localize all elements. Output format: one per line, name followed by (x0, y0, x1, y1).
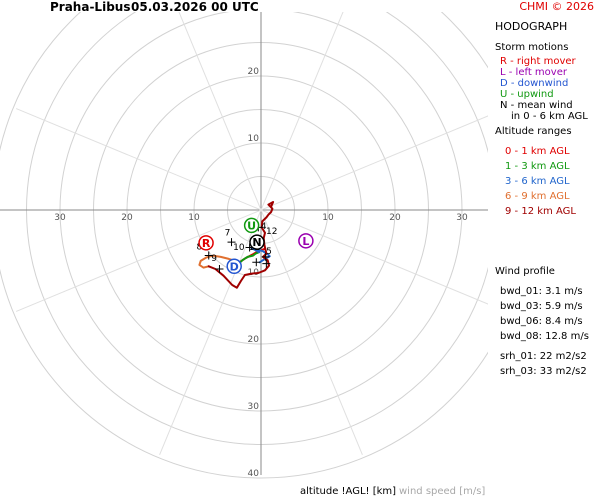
station-name: Praha-Libus (50, 0, 131, 14)
wind-cross (252, 258, 261, 267)
wind-speed-units-label: wind speed [m/s] (399, 486, 486, 497)
legend-upwind: U - upwind (500, 89, 554, 100)
storm-motion-marker (198, 235, 214, 251)
y-tick-label: 20 (248, 67, 260, 77)
bwd-06-value: bwd_06: 8.4 m/s (500, 316, 583, 327)
altitude-ranges-title: Altitude ranges (495, 126, 572, 137)
legend-range-9-12: 9 - 12 km AGL (505, 206, 576, 217)
altitude-label: 7 (225, 228, 231, 238)
polar-grid (0, 12, 488, 479)
x-tick-label: 10 (322, 213, 334, 223)
x-tick-label: 20 (121, 213, 133, 223)
y-tick-label: 30 (248, 402, 260, 412)
legend-downwind: D - downwind (500, 78, 569, 89)
altitude-label: 9 (211, 254, 217, 264)
y-tick-label: 20 (248, 335, 260, 345)
storm-motion-label: L (302, 235, 309, 248)
wind-profile-title: Wind profile (495, 266, 555, 277)
x-tick-label: 10 (188, 213, 200, 223)
storm-motion-label: R (202, 237, 211, 250)
altitude-label: 5 (266, 247, 272, 257)
srh-03-value: srh_03: 33 m2/s2 (500, 366, 587, 377)
legend-right-mover: R - right mover (500, 56, 576, 67)
storm-motions-title: Storm motions (495, 42, 569, 53)
x-tick-label: 30 (456, 213, 468, 223)
srh-01-value: srh_01: 22 m2/s2 (500, 351, 587, 362)
legend-range-1-3: 1 - 3 km AGL (505, 161, 570, 172)
wind-cross (227, 238, 236, 247)
hodograph-segment (238, 251, 260, 264)
hodograph-segment (207, 201, 275, 289)
altitude-label: 10 (233, 243, 245, 253)
legend-range-6-9: 6 - 9 km AGL (505, 191, 570, 202)
storm-motion-label: U (247, 219, 256, 232)
legend-range-3-6: 3 - 6 km AGL (505, 176, 570, 187)
legend-mean-wind-note: in 0 - 6 km AGL (511, 111, 588, 122)
bwd-08-value: bwd_08: 12.8 m/s (500, 331, 589, 342)
wind-cross (215, 264, 224, 273)
grid-ring (0, 12, 488, 479)
altitude-label: 4 (261, 222, 267, 232)
copyright-label: CHMI © 2026 (519, 0, 594, 13)
storm-motion-marker (243, 217, 260, 234)
x-tick-label: 20 (389, 213, 401, 223)
storm-motion-label: D (230, 260, 239, 273)
legend-range-0-1: 0 - 1 km AGL (505, 146, 570, 157)
grid-spoke (15, 115, 488, 312)
wind-cross (261, 252, 270, 261)
legend-title: HODOGRAPH (495, 20, 568, 33)
altitude-label: 8 (196, 243, 202, 253)
legend-left-mover: L - left mover (500, 67, 567, 78)
y-tick-label: 40 (248, 469, 260, 479)
sounding-datetime: 05.03.2026 00 UTC (131, 0, 259, 14)
altitude-units-label: altitude !AGL! [km] (300, 486, 397, 497)
bwd-01-value: bwd_01: 3.1 m/s (500, 286, 583, 297)
altitude-label: 12 (266, 227, 277, 237)
legend-mean-wind: N - mean wind (500, 100, 573, 111)
y-tick-label: 10 (248, 134, 260, 144)
hodograph-segment (198, 254, 237, 269)
storm-motion-label: N (252, 236, 261, 249)
wind-cross (262, 259, 271, 268)
x-tick-label: 30 (54, 213, 66, 223)
hodograph-segment (250, 247, 271, 264)
wind-cross (204, 251, 213, 260)
storm-motion-marker (249, 234, 265, 250)
bwd-03-value: bwd_03: 5.9 m/s (500, 301, 583, 312)
storm-motion-marker (226, 258, 242, 275)
storm-motion-marker (298, 233, 314, 249)
